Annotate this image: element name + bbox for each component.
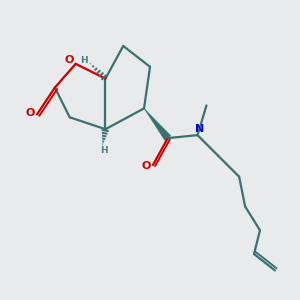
Polygon shape	[144, 108, 171, 140]
Text: H: H	[100, 146, 108, 155]
Text: H: H	[80, 56, 88, 65]
Text: O: O	[64, 55, 74, 65]
Text: O: O	[26, 108, 35, 118]
Text: N: N	[195, 124, 205, 134]
Text: O: O	[142, 161, 151, 171]
